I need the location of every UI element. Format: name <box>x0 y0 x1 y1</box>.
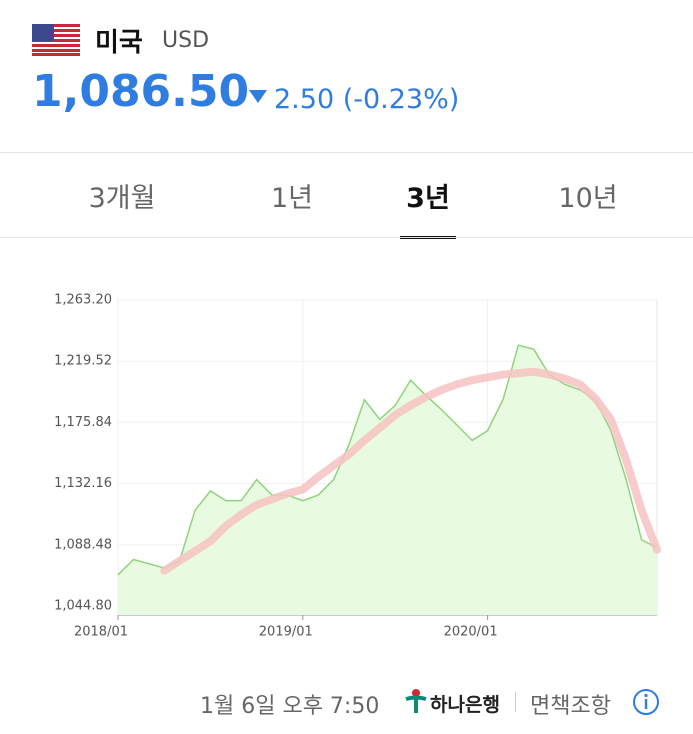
bank-name: 하나은행 <box>430 694 500 716</box>
update-time: 1월 6일 오후 7:50 <box>200 694 380 719</box>
trend-line <box>160 367 661 575</box>
x-tick-label: 2018/01 <box>74 625 128 640</box>
x-tick-label: 2019/01 <box>259 625 313 640</box>
country: 미국 <box>95 28 143 58</box>
y-tick-label: 1,175.84 <box>54 415 112 430</box>
y-tick-label: 1,132.16 <box>54 476 112 491</box>
flag-icon <box>32 24 80 56</box>
tab[interactable]: 3년 <box>406 183 450 214</box>
chart: 1,044.80 1,088.48 1,132.16 1,175.84 1,219.52… <box>54 293 661 640</box>
y-tick-label: 1,263.20 <box>54 293 112 308</box>
tab[interactable]: 3개월 <box>88 183 156 214</box>
disclaimer[interactable]: 면책조항 <box>530 694 611 719</box>
tab[interactable]: 1년 <box>270 183 314 214</box>
rate: 1,086.50 <box>32 66 250 117</box>
info-icon[interactable] <box>632 688 660 716</box>
area <box>118 345 657 615</box>
change: 2.50 (-0.23%) <box>274 84 459 115</box>
divider <box>0 152 693 153</box>
tab[interactable]: 10년 <box>558 183 618 214</box>
x-tick-label: 2020/01 <box>444 625 498 640</box>
change-value: 2.50 <box>274 84 335 115</box>
divider <box>0 237 693 238</box>
y-tick-label: 1,044.80 <box>54 599 112 614</box>
change-pct: (-0.23%) <box>342 84 460 115</box>
line <box>117 344 658 576</box>
y-tick-label: 1,088.48 <box>54 537 112 552</box>
bank-logo <box>405 689 427 713</box>
down-arrow <box>249 90 267 103</box>
y-tick-label: 1,219.52 <box>54 354 112 369</box>
currency: USD <box>162 28 210 53</box>
separator <box>515 692 516 712</box>
